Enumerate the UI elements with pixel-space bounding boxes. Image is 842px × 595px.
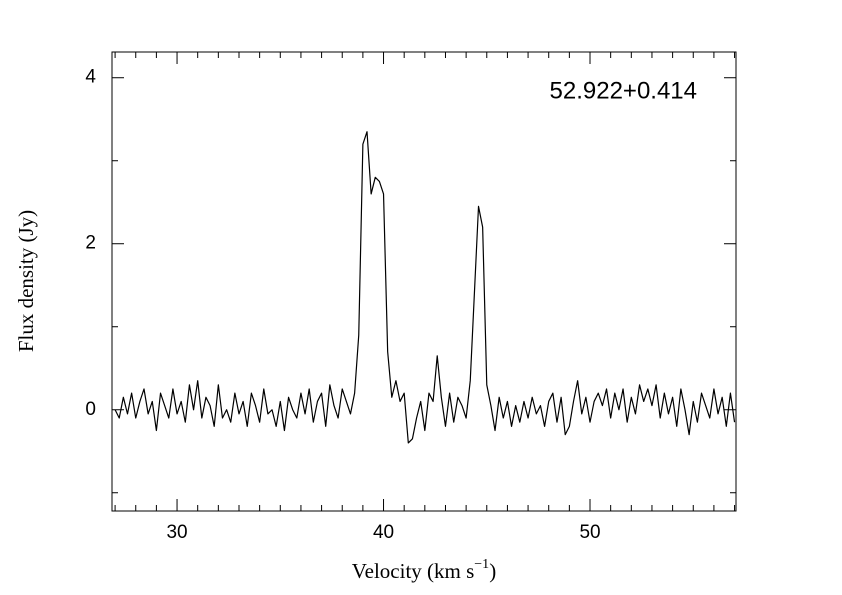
annotation: 52.922+0.414 bbox=[550, 77, 697, 104]
x-tick-label: 40 bbox=[373, 522, 394, 543]
plot-frame bbox=[111, 51, 737, 512]
y-axis-label: Flux density (Jy) bbox=[14, 210, 38, 352]
x-tick-label: 50 bbox=[579, 522, 600, 543]
y-tick-label: 4 bbox=[85, 67, 96, 88]
x-axis-label-suffix: ) bbox=[489, 559, 496, 583]
y-tick-label: 0 bbox=[85, 399, 96, 420]
spectrum-line bbox=[114, 131, 736, 444]
x-axis-label-text: Velocity (km s bbox=[352, 559, 474, 583]
x-axis-label-superscript: −1 bbox=[474, 557, 489, 572]
x-tick-label: 30 bbox=[166, 522, 187, 543]
y-tick-label: 2 bbox=[85, 233, 96, 254]
x-axis-label: Velocity (km s−1) bbox=[352, 557, 496, 583]
